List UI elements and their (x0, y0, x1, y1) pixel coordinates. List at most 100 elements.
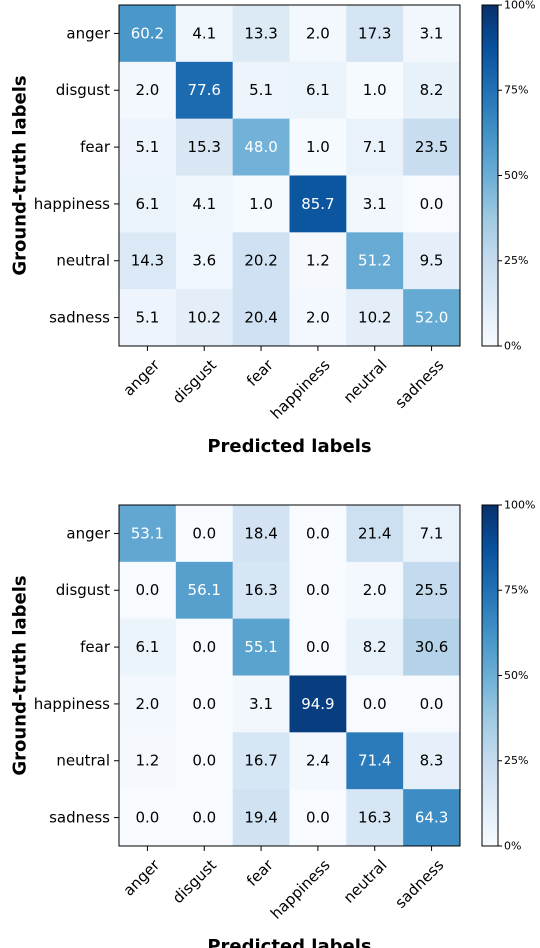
cell-value-label: 10.2 (358, 309, 391, 327)
heatmap-cell (232, 732, 290, 790)
y-tick-label: happiness (34, 695, 110, 713)
cell-value-label: 5.1 (135, 309, 159, 327)
heatmap-cell (403, 675, 461, 733)
cell-value-label: 16.3 (358, 809, 391, 827)
cell-value-label: 20.4 (244, 309, 277, 327)
y-tick-label: disgust (56, 581, 110, 599)
cell-value-label: 5.1 (135, 138, 159, 156)
cell-value-label: 14.3 (131, 252, 164, 270)
y-tick-label: neutral (56, 252, 110, 270)
cell-value-label: 4.1 (192, 195, 216, 213)
cell-value-label: 0.0 (135, 581, 159, 599)
y-tick-label: anger (66, 24, 110, 42)
heatmap-cell (119, 732, 177, 790)
cell-value-label: 0.0 (306, 524, 330, 542)
cell-value-label: 15.3 (188, 138, 221, 156)
heatmap-cell (289, 175, 347, 233)
cell-value-label: 60.2 (131, 24, 164, 42)
cell-value-label: 16.7 (244, 752, 277, 770)
cell-value-label: 1.0 (249, 195, 273, 213)
heatmap-cell (232, 561, 290, 620)
y-tick-label: fear (80, 638, 111, 656)
heatmap-cell (289, 5, 347, 63)
heatmap-cell (119, 618, 177, 676)
cell-value-label: 3.6 (192, 252, 216, 270)
heatmap-cell (119, 675, 177, 733)
heatmap-cell (403, 732, 461, 790)
cell-value-label: 52.0 (415, 309, 448, 327)
x-tick-label: anger (120, 855, 164, 899)
cell-value-label: 1.2 (135, 752, 159, 770)
heatmap-cell (346, 561, 404, 620)
heatmap-cell (119, 232, 177, 290)
x-tick-label: neutral (340, 356, 391, 407)
cell-value-label: 77.6 (188, 81, 221, 99)
colorbar-tick-label: 100% (504, 0, 535, 12)
heatmap-cell (346, 505, 404, 563)
heatmap-cell (232, 675, 290, 733)
cell-value-label: 9.5 (420, 252, 444, 270)
x-tick-label: disgust (169, 356, 220, 407)
cell-value-label: 0.0 (192, 695, 216, 713)
heatmap-cell (119, 175, 177, 233)
heatmap-cell (346, 5, 404, 63)
x-tick-label: sadness (392, 356, 448, 412)
heatmap-cell (403, 789, 461, 847)
cell-value-label: 55.1 (244, 638, 277, 656)
heatmap-cell (346, 675, 404, 733)
heatmap-cell (175, 789, 234, 847)
heatmap-cell (346, 118, 404, 176)
x-tick-label: sadness (392, 856, 448, 912)
heatmap-cell (403, 505, 461, 563)
cell-value-label: 0.0 (192, 809, 216, 827)
heatmap-cell (289, 232, 347, 290)
heatmap-cell (289, 118, 347, 176)
cell-value-label: 0.0 (192, 524, 216, 542)
heatmap-cell (289, 732, 347, 790)
cell-value-label: 17.3 (358, 24, 391, 42)
y-axis-title: Ground-truth labels (10, 575, 31, 775)
heatmap-cell (346, 175, 404, 233)
colorbar-tick-label: 75% (504, 584, 528, 597)
heatmap-cell (232, 61, 290, 120)
cell-value-label: 6.1 (135, 195, 159, 213)
colorbar-tick-label: 0% (504, 339, 521, 352)
x-tick-label: fear (243, 855, 277, 889)
cell-value-label: 2.0 (135, 695, 159, 713)
cell-value-label: 5.1 (249, 81, 273, 99)
cell-value-label: 51.2 (358, 252, 391, 270)
heatmap-cell (119, 289, 177, 347)
confusion-matrix-1: 60.2 4.1 13.3 2.0 17.3 3.1 2.0 77.6 5.1 6.1 1.0 8.2… (10, 0, 536, 457)
colorbar (481, 504, 499, 847)
heatmap-cell (232, 118, 290, 176)
heatmap-cell (232, 618, 290, 676)
colorbar-tick-label: 100% (504, 499, 535, 512)
cell-value-label: 56.1 (188, 581, 221, 599)
heatmap-cell (119, 561, 177, 620)
colorbar-tick-label: 25% (504, 254, 528, 267)
cell-value-label: 2.4 (306, 752, 330, 770)
heatmap-cell (346, 61, 404, 120)
cell-value-label: 7.1 (420, 524, 444, 542)
cell-value-label: 0.0 (306, 638, 330, 656)
y-axis-title: Ground-truth labels (10, 75, 31, 275)
x-axis-title: Predicted labels (207, 436, 371, 457)
heatmap-cell (346, 618, 404, 676)
heatmap-cell (289, 561, 347, 620)
cell-value-label: 1.2 (306, 252, 330, 270)
heatmap-cell (403, 5, 461, 63)
cell-value-label: 7.1 (363, 138, 387, 156)
cell-value-label: 48.0 (244, 138, 277, 156)
cell-value-label: 23.5 (415, 138, 448, 156)
cell-value-label: 2.0 (135, 81, 159, 99)
heatmap-cell (175, 561, 234, 620)
cell-value-label: 3.1 (363, 195, 387, 213)
heatmap-cell (175, 289, 234, 347)
y-tick-label: neutral (56, 752, 110, 770)
heatmap-cell (175, 232, 234, 290)
x-tick-label: neutral (340, 856, 391, 907)
heatmap-cell (175, 505, 234, 563)
colorbar (481, 4, 499, 347)
cell-value-label: 2.0 (306, 24, 330, 42)
cell-value-label: 64.3 (415, 809, 448, 827)
